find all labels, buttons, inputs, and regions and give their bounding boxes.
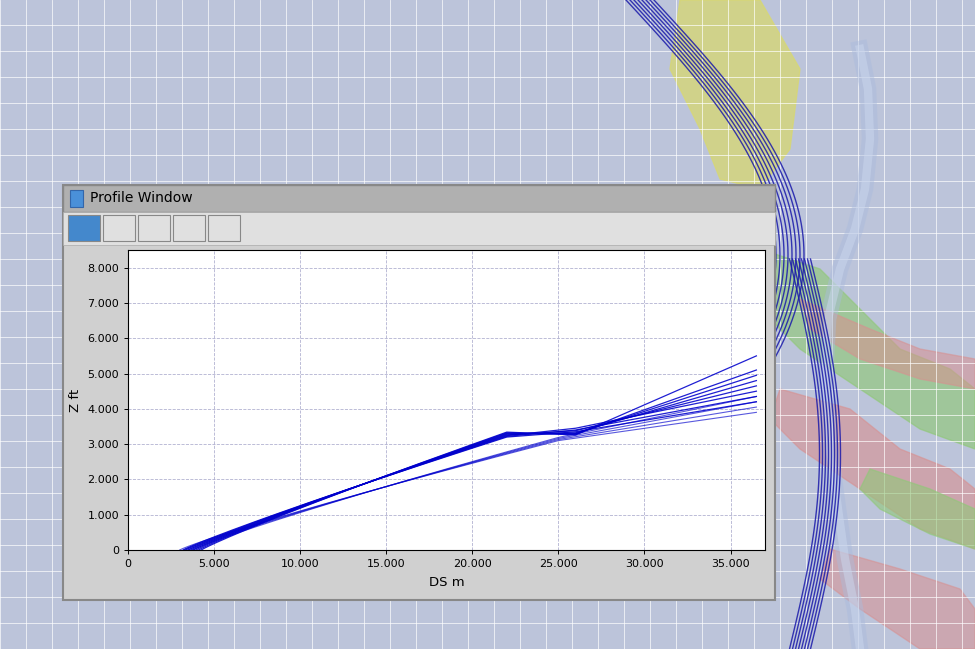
Bar [103, 215, 135, 241]
Text: Profile Window: Profile Window [90, 191, 193, 206]
Bar [173, 215, 205, 241]
Polygon shape [670, 0, 800, 189]
Bar [63, 185, 775, 600]
Bar [68, 215, 100, 241]
X-axis label: DS m: DS m [429, 576, 464, 589]
Polygon shape [860, 469, 975, 549]
Polygon shape [770, 389, 975, 549]
Polygon shape [760, 249, 975, 449]
Bar [138, 215, 170, 241]
Bar [70, 190, 83, 207]
Bar [208, 215, 240, 241]
Polygon shape [820, 549, 975, 649]
Bar [63, 212, 775, 245]
Bar [63, 185, 775, 212]
Polygon shape [800, 299, 975, 389]
Y-axis label: Z ft: Z ft [68, 389, 82, 411]
